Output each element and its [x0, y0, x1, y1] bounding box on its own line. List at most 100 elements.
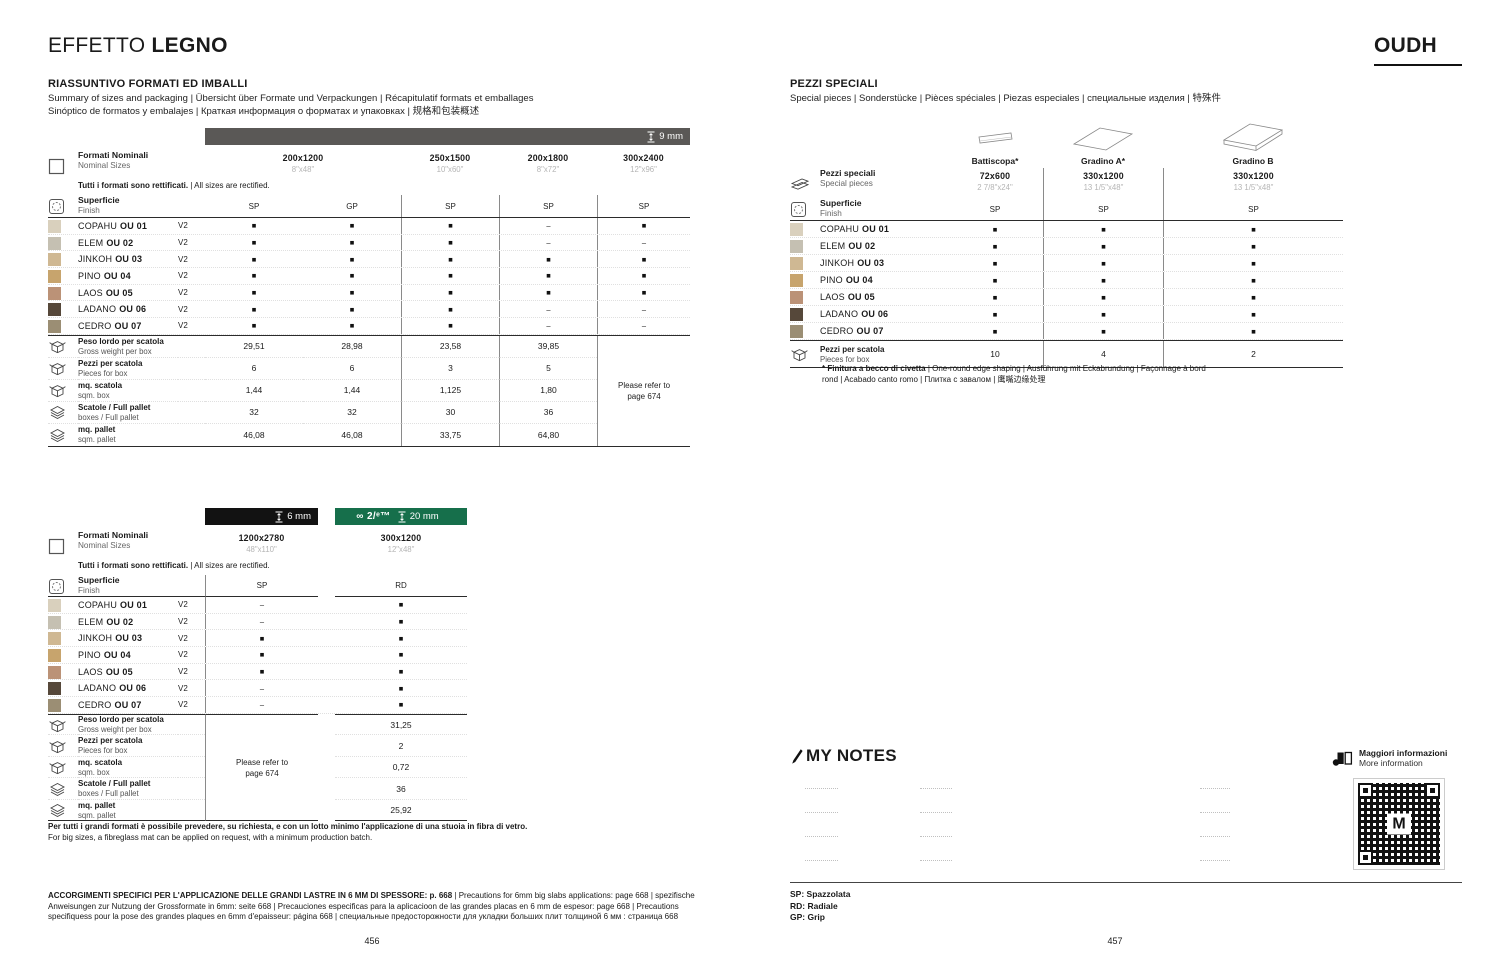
- piece-name: Gradino B: [1232, 156, 1274, 166]
- qr-brand-m: M: [1387, 813, 1411, 835]
- availability-cell: ■: [251, 221, 257, 231]
- notes-line[interactable]: [920, 787, 952, 789]
- variation-label: V2: [178, 304, 188, 314]
- availability-cell: ■: [349, 254, 355, 264]
- availability-cell: ■: [1163, 306, 1343, 322]
- variation-label: V2: [178, 271, 188, 281]
- color-row: LADANO OU 06 V2 – ■: [48, 680, 467, 698]
- notes-line[interactable]: [1200, 859, 1230, 861]
- notes-line[interactable]: [805, 835, 838, 837]
- availability-cell: ■: [401, 251, 499, 268]
- piece-size: 72x600 2 7/8"x24": [977, 171, 1013, 192]
- color-row: ELEM OU 02 V2 ■ ■ ■ – –: [48, 234, 690, 252]
- availability-cell: ■: [251, 321, 257, 331]
- refer-note: Please refer to page 674: [205, 713, 318, 822]
- finish-code: SP: [989, 204, 1001, 214]
- notes-line[interactable]: [1200, 787, 1230, 789]
- color-swatch: [48, 319, 61, 333]
- pallet-icon: [48, 402, 78, 424]
- rectified-note: Tutti i formati sono rettificati. | All …: [78, 561, 270, 570]
- color-row: CEDRO OU 07 V2 – ■: [48, 697, 467, 714]
- summary-subtitle-1: Summary of sizes and packaging | Übersic…: [48, 93, 534, 104]
- color-swatch: [48, 236, 61, 250]
- notes-line[interactable]: [805, 787, 838, 789]
- availability-cell: ■: [349, 321, 355, 331]
- availability-cell: ■: [597, 218, 690, 234]
- availability-cell: ■: [597, 284, 690, 301]
- color-row: ELEM OU 02 V2 – ■: [48, 613, 467, 631]
- more-info-block: Maggiori informazioni More information: [1359, 748, 1448, 768]
- variation-label: V2: [178, 321, 188, 331]
- availability-cell: ■: [251, 304, 257, 314]
- availability-cell: ■: [992, 292, 998, 302]
- color-row: COPAHU OU 01 V2 – ■: [48, 597, 467, 614]
- availability-cell: –: [499, 318, 597, 334]
- size-200x1200: 200x1200 8"x48": [282, 153, 324, 174]
- notes-line[interactable]: [920, 811, 952, 813]
- notes-line[interactable]: [805, 811, 838, 813]
- color-swatch: [48, 269, 61, 283]
- finish-code: SP: [205, 575, 318, 597]
- finish-icon: [790, 198, 820, 220]
- availability-cell: ■: [251, 238, 257, 248]
- notes-line[interactable]: [805, 859, 838, 861]
- availability-cell: ■: [398, 600, 404, 610]
- box-sqm-icon: [48, 757, 78, 779]
- color-row: LAOS OU 05 V2 ■ ■ ■ ■ ■: [48, 284, 690, 302]
- notes-line[interactable]: [1200, 835, 1230, 837]
- color-swatch: [48, 615, 61, 629]
- availability-cell: ■: [1163, 323, 1343, 339]
- availability-cell: ■: [349, 288, 355, 298]
- finish-code: SP: [1043, 198, 1163, 220]
- page-title: EFFETTO LEGNO: [48, 34, 228, 58]
- summary-heading-block: RIASSUNTIVO FORMATI ED IMBALLI Summary o…: [48, 78, 713, 118]
- variation-label: V2: [178, 221, 188, 231]
- my-notes-title: MY NOTES: [790, 746, 897, 766]
- page-number-right: 457: [1107, 936, 1123, 946]
- color-swatch: [790, 308, 803, 321]
- color-name: LAOS OU 05: [78, 666, 133, 677]
- availability-cell: ■: [251, 271, 257, 281]
- color-row: PINO OU 04 ■ ■ ■: [790, 272, 1343, 289]
- box-kg-icon: [48, 713, 78, 736]
- availability-cell: ■: [597, 251, 690, 268]
- color-name: CEDRO OU 07: [78, 699, 142, 710]
- availability-cell: ■: [398, 667, 404, 677]
- variation-label: V2: [178, 700, 188, 710]
- color-swatch: [790, 223, 803, 236]
- color-name: ELEM OU 02: [78, 237, 134, 248]
- availability-cell: ■: [992, 309, 998, 319]
- finish-code: SP: [1163, 198, 1343, 220]
- qr-code[interactable]: M: [1353, 778, 1445, 870]
- notes-line[interactable]: [920, 835, 952, 837]
- availability-cell: ■: [251, 288, 257, 298]
- availability-cell: ■: [597, 268, 690, 284]
- color-swatch: [790, 257, 803, 270]
- color-swatch: [48, 698, 61, 712]
- variation-label: V2: [178, 667, 188, 677]
- color-swatch: [48, 253, 61, 267]
- notes-line[interactable]: [920, 859, 952, 861]
- availability-cell: –: [499, 218, 597, 234]
- availability-cell: –: [499, 234, 597, 251]
- availability-cell: ■: [349, 271, 355, 281]
- availability-cell: ■: [401, 234, 499, 251]
- availability-cell: ■: [349, 304, 355, 314]
- finish-code: SP: [248, 201, 260, 211]
- thickness-bar-6mm: 6 mm: [205, 508, 318, 525]
- variation-label: V2: [178, 254, 188, 264]
- color-name: LAOS OU 05: [78, 287, 133, 298]
- availability-cell: ■: [1163, 238, 1343, 254]
- color-name: LADANO OU 06: [78, 683, 147, 694]
- notes-line[interactable]: [1200, 811, 1230, 813]
- availability-cell: ■: [205, 663, 318, 680]
- color-name: JINKOH OU 03: [78, 633, 143, 644]
- color-row: LADANO OU 06 ■ ■ ■: [790, 306, 1343, 323]
- page-title-bold: LEGNO: [151, 34, 228, 57]
- finish-code: RD: [335, 575, 467, 597]
- color-row: LAOS OU 05 V2 ■ ■: [48, 663, 467, 681]
- legend-rule: [790, 882, 1462, 883]
- battiscopa-drawing: [947, 112, 1043, 154]
- color-name: COPAHU OU 01: [78, 599, 148, 610]
